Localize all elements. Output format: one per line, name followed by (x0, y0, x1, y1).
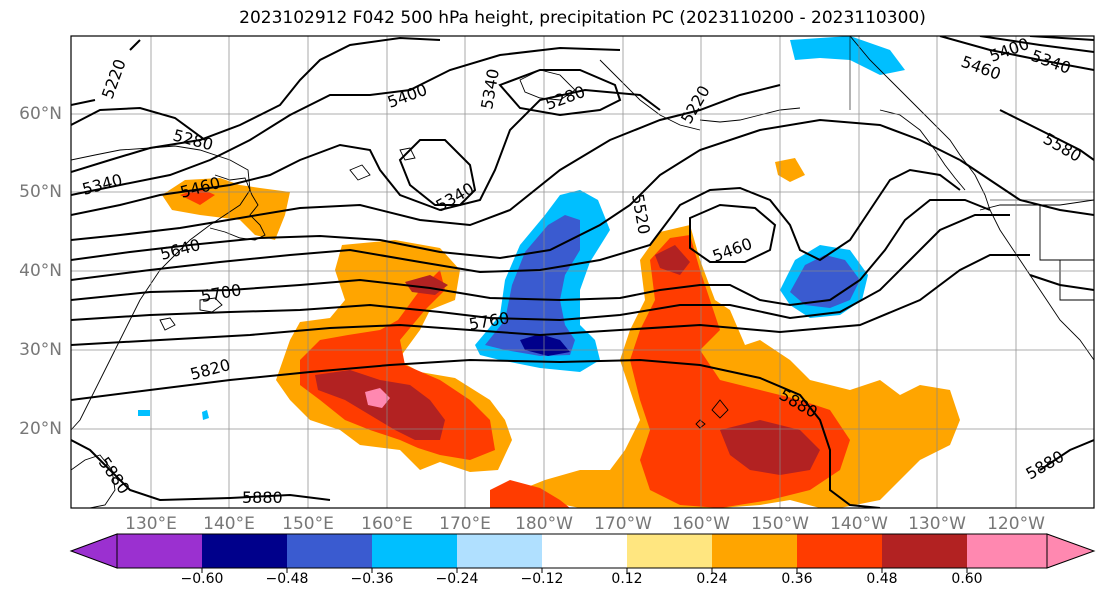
colorbar-segment (542, 534, 627, 568)
colorbar-segment (372, 534, 457, 568)
precip-central-pacific-dark (720, 420, 820, 475)
colorbar-segment (627, 534, 712, 568)
contour-5340-low (398, 139, 477, 206)
precip-neg-north (790, 36, 905, 75)
colorbar-segment (117, 534, 202, 568)
colorbar-tick-label: 0.12 (611, 571, 643, 587)
lon-label: 160°W (672, 514, 730, 534)
colorbar-tick-label: 0.60 (951, 571, 983, 587)
lon-label: 170°E (439, 514, 491, 534)
contour-5700 (71, 199, 991, 307)
contour-ne (939, 36, 1094, 71)
colorbar-extend-low (69, 533, 118, 569)
height-contours (71, 36, 1094, 508)
lon-label: 160°E (361, 514, 413, 534)
colorbar-segment (882, 534, 967, 568)
contour-5760 (71, 214, 1010, 322)
contour-5400-west (71, 46, 621, 196)
colorbar-tick-label: −0.48 (265, 571, 309, 587)
colorbar-segment (457, 534, 542, 568)
lon-label: 140°E (203, 514, 255, 534)
contour-5880-east (1029, 274, 1094, 471)
colorbar-segment (202, 534, 287, 568)
colorbar-tick-label: −0.36 (350, 571, 394, 587)
contour-5640 (71, 168, 961, 281)
colorbar-tick-label: −0.60 (180, 571, 224, 587)
lat-label: 40°N (19, 261, 62, 281)
precip-west-pacific-pink (365, 388, 390, 408)
contour-5340-west (71, 36, 441, 173)
contour-5460-low (689, 203, 777, 263)
precip-shading (138, 36, 960, 508)
gridlines (71, 36, 1094, 508)
contour-5880-mid (71, 358, 881, 508)
contour-5280-west (71, 106, 206, 141)
colorbar-segment (287, 534, 372, 568)
map-frame (70, 35, 1095, 509)
colorbar-segment (967, 534, 1047, 568)
precip-neg-central-dark (520, 334, 570, 356)
lat-label: 60°N (19, 104, 62, 124)
precip-neg-east-mid (790, 255, 860, 308)
precip-central-north-dark (655, 245, 690, 275)
colorbar-outline (116, 533, 1048, 569)
lon-label: 150°W (751, 514, 809, 534)
lat-label: 30°N (19, 340, 62, 360)
colorbar-tick-label: 0.36 (781, 571, 813, 587)
lon-label: 120°W (987, 514, 1045, 534)
lon-label: 150°E (282, 514, 334, 534)
colorbar-tick-label: −0.12 (520, 571, 564, 587)
colorbar-tick-label: −0.24 (435, 571, 479, 587)
precip-neg-tiny-2 (202, 410, 209, 420)
contour-5820 (71, 254, 1030, 346)
lon-label: 140°W (830, 514, 888, 534)
precip-neg-tiny-1 (138, 410, 150, 416)
contour-label: 5880 (242, 488, 283, 507)
precip-east-small (775, 158, 805, 182)
contour-5280-low (498, 69, 622, 117)
contour-5880-bottom (71, 439, 331, 502)
contour-5580-west (71, 118, 961, 261)
precip-central-pacific (520, 225, 960, 508)
colorbar-tick-label: 0.24 (696, 571, 728, 587)
contour-east-loops (959, 109, 1094, 216)
colorbar-segment (797, 534, 882, 568)
lat-label: 20°N (19, 419, 62, 439)
lon-label: 180°W (515, 514, 573, 534)
colorbar (69, 533, 1096, 573)
lon-label: 170°W (594, 514, 652, 534)
colorbar-segment (712, 534, 797, 568)
lon-label: 130°W (908, 514, 966, 534)
lon-label: 130°E (125, 514, 177, 534)
lat-label: 50°N (19, 182, 62, 202)
contour-5220 (71, 39, 141, 106)
borders (849, 36, 1094, 201)
colorbar-tick-label: 0.48 (866, 571, 898, 587)
colorbar-extend-high (1046, 533, 1096, 569)
chart-title: 2023102912 F042 500 hPa height, precipit… (239, 8, 926, 28)
contour-5460-west (71, 88, 661, 216)
precip-southwest-bottom (490, 480, 570, 508)
contour-5520-west (71, 84, 781, 241)
